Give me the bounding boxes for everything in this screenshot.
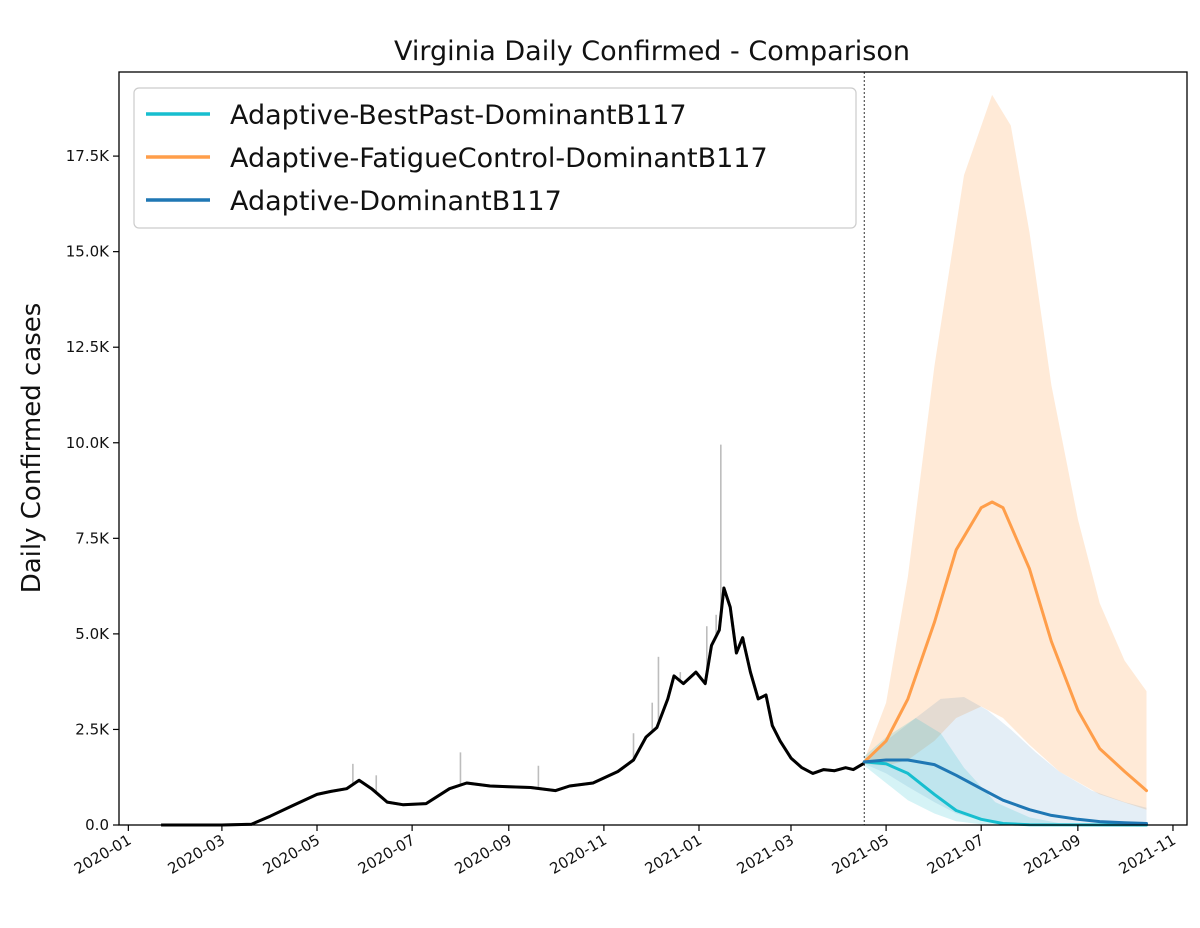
y-tick-label-4: 7.5K (75, 529, 110, 547)
legend-entry-3: Adaptive-DominantB117 (230, 186, 562, 217)
y-tick-label-3: 5.0K (75, 625, 110, 643)
plot-area (161, 72, 1148, 827)
legend: Adaptive-BestPast-DominantB117 Adaptive-F… (133, 87, 857, 229)
chart-title: Virginia Daily Confirmed - Comparison (394, 36, 910, 67)
legend-entry-1: Adaptive-BestPast-DominantB117 (230, 100, 687, 131)
y-tick-label-7: 15.0K (66, 243, 110, 261)
y-tick-label-8: 17.5K (66, 147, 110, 165)
y-tick-label-1: 0.0 (85, 816, 109, 834)
plot-frame (118, 71, 1188, 826)
y-tick-label-6: 12.5K (66, 338, 110, 356)
series-band-1 (864, 718, 1147, 825)
observed-smoothed-line (161, 586, 866, 827)
series-line-2 (862, 500, 1148, 793)
y-axis-label: Daily Confirmed cases (17, 303, 47, 594)
series-line-3 (862, 758, 1148, 825)
y-tick-label-2: 2.5K (75, 720, 110, 738)
series-band-2 (864, 94, 1147, 810)
legend-entry-2: Adaptive-FatigueControl-DominantB117 (230, 143, 768, 174)
legend-box (133, 87, 857, 229)
y-tick-label-5: 10.0K (66, 434, 110, 452)
